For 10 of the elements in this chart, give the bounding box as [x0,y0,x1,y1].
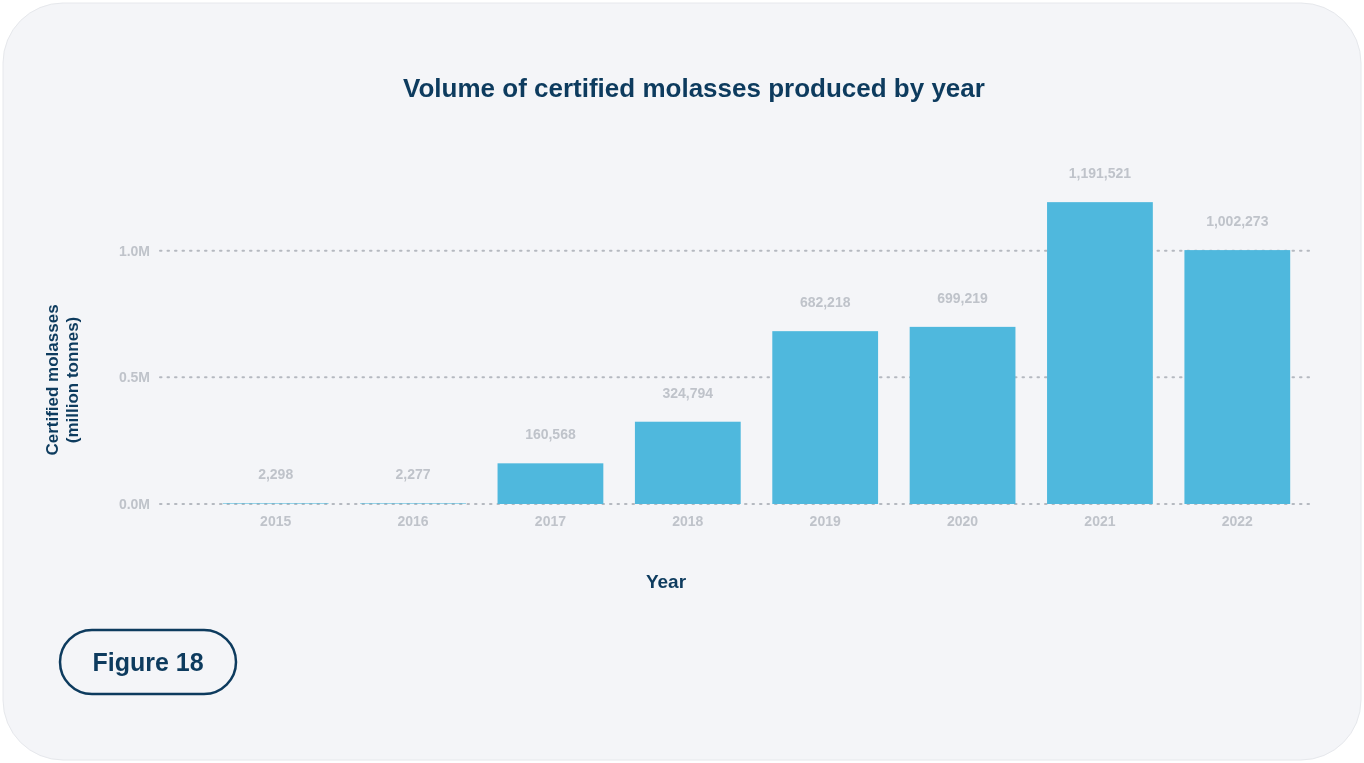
bar [634,421,741,504]
caption: Figure 18 [92,648,204,676]
bar [909,326,1016,504]
bar [772,331,879,504]
bar [1047,202,1153,504]
y-axis-title: Certified molasses (million tonnes) [43,304,82,456]
bar [1184,250,1291,504]
x-axis-title: Year [645,571,687,592]
chart-title: Volume of certified molasses produced by year [403,73,985,103]
bar [497,463,604,504]
